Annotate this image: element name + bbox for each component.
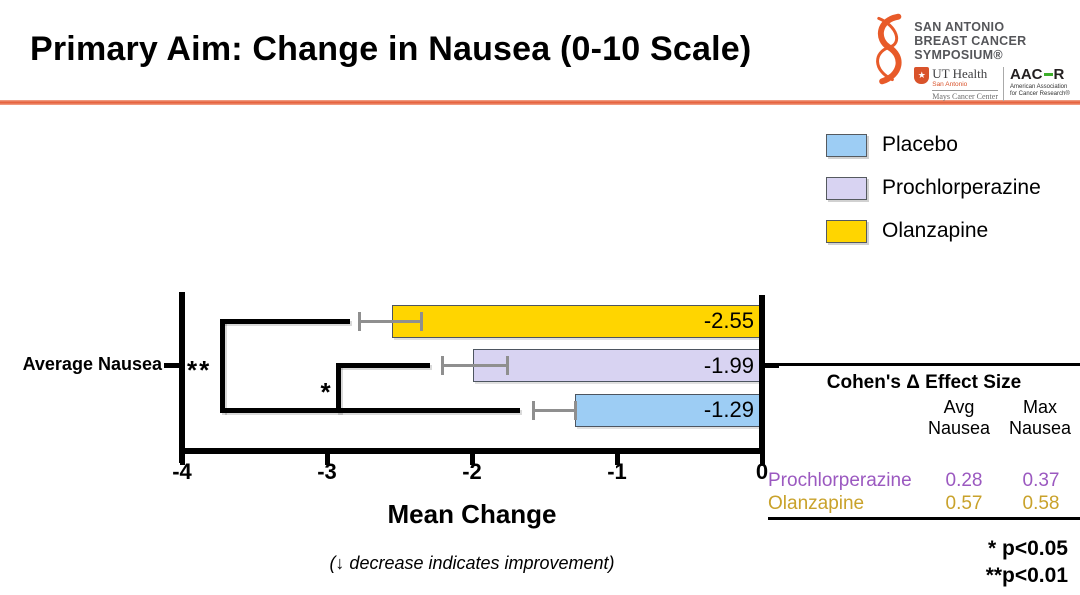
x-tick-label: -4 <box>172 459 192 484</box>
legend-item-olanzapine: Olanzapine <box>826 219 1041 243</box>
significance-line-1: * p<0.05 <box>988 537 1068 560</box>
row-max-value: 0.58 <box>1022 493 1060 514</box>
legend-swatch-olanzapine <box>826 219 867 243</box>
bar-olanzapine <box>392 304 762 338</box>
row-avg-value: 0.28 <box>945 470 983 491</box>
x-tick-label: 0 <box>755 459 769 484</box>
logo-line-3: SYMPOSIUM® <box>914 48 1003 62</box>
error-bar-cap <box>573 400 577 420</box>
legend-label-placebo: Placebo <box>882 133 958 156</box>
x-tick <box>179 448 185 465</box>
row-max-value: 0.37 <box>1022 470 1060 491</box>
category-label: Average Nausea <box>22 354 162 374</box>
error-bar <box>532 408 575 412</box>
y-axis <box>179 292 185 463</box>
comparison-bracket-arm <box>222 407 520 413</box>
ut-cancer-center: Mays Cancer Center <box>932 90 998 101</box>
effect-table-header-max: Max Nausea <box>1008 397 1072 438</box>
aacr-tagline: American Association for Cancer Research… <box>1010 84 1070 98</box>
bar-value-label: -1.99 <box>703 352 754 378</box>
row-avg-value: 0.57 <box>945 493 983 514</box>
legend-swatch-prochlorperazine <box>826 176 867 200</box>
bar-prochlorperazine <box>473 349 762 382</box>
error-bar <box>441 364 507 367</box>
comparison-bracket-arm <box>338 363 430 368</box>
effect-table-corner <box>768 397 918 438</box>
effect-table-header-avg: Avg Nausea <box>927 397 991 438</box>
error-bar <box>358 319 422 323</box>
error-bar-cap <box>531 400 535 420</box>
page-title: Primary Aim: Change in Nausea (0-10 Scal… <box>30 30 752 68</box>
row-name: Olanzapine <box>768 493 865 514</box>
title-divider <box>0 100 1080 105</box>
x-tick <box>469 448 475 465</box>
aacr-name-left: AAC <box>1010 66 1043 83</box>
bar-value-label: -2.55 <box>703 308 754 333</box>
legend-label-prochlorperazine: Prochlorperazine <box>882 176 1041 199</box>
logo-line-2: BREAST CANCER <box>914 34 1027 48</box>
comparison-bracket-arm <box>222 318 351 324</box>
ut-health-city: San Antonio <box>932 81 968 88</box>
error-bar-cap <box>357 311 361 331</box>
ut-health-name: UT Health <box>932 66 988 81</box>
sabcs-ribbon-icon <box>876 13 902 85</box>
significance-marker: * <box>320 376 331 407</box>
legend: Placebo Prochlorperazine Olanzapine <box>826 133 1041 243</box>
significance-key: * p<0.05 **p<0.01 <box>930 535 1068 589</box>
x-axis-title: Mean Change <box>387 499 557 529</box>
error-bar-cap <box>440 356 444 375</box>
x-tick-label: -2 <box>462 459 482 484</box>
logo-line-1: SAN ANTONIO <box>914 20 1005 34</box>
right-axis <box>759 295 765 451</box>
ut-health-logo: ★ UT Health San Antonio Mays Cancer Cent… <box>914 67 1004 101</box>
aacr-accent-bar <box>1043 73 1053 76</box>
comparison-bracket-vertical <box>220 318 226 413</box>
legend-item-placebo: Placebo <box>826 133 1041 157</box>
chart-footnote: (↓ decrease indicates improvement) <box>329 553 615 573</box>
significance-marker: ** <box>187 354 212 385</box>
error-bar-cap <box>505 356 509 375</box>
x-tick <box>759 448 765 465</box>
legend-label-olanzapine: Olanzapine <box>882 219 989 242</box>
sabcs-logo-text: SAN ANTONIO BREAST CANCER SYMPOSIUM® ★ U… <box>914 6 1076 101</box>
x-tick-label: -3 <box>317 459 337 484</box>
legend-swatch-placebo <box>826 133 867 157</box>
x-tick <box>324 448 330 465</box>
effect-size-table: Cohen's Δ Effect Size Avg Nausea Max Nau… <box>768 363 1080 520</box>
legend-item-prochlorperazine: Prochlorperazine <box>826 176 1041 200</box>
effect-table-title: Cohen's Δ Effect Size <box>826 372 1022 393</box>
aacr-logo: AAC R American Association for Cancer Re… <box>1010 67 1076 98</box>
sabcs-logo: SAN ANTONIO BREAST CANCER SYMPOSIUM® ★ U… <box>866 6 1076 101</box>
table-row: Olanzapine 0.57 0.58 <box>768 492 1080 515</box>
aacr-name-right: R <box>1053 66 1065 83</box>
bar-value-label: -1.29 <box>703 397 754 422</box>
x-tick-label: -1 <box>607 459 627 484</box>
x-tick <box>614 448 620 465</box>
error-bar-cap <box>420 311 424 331</box>
ut-shield-icon: ★ <box>914 67 930 84</box>
row-name: Prochlorperazine <box>768 470 912 491</box>
y-axis-category-tick <box>164 363 179 368</box>
table-row: Prochlorperazine 0.28 0.37 <box>768 469 1080 492</box>
comparison-bracket-vertical <box>336 363 342 413</box>
significance-line-2: **p<0.01 <box>985 564 1068 587</box>
